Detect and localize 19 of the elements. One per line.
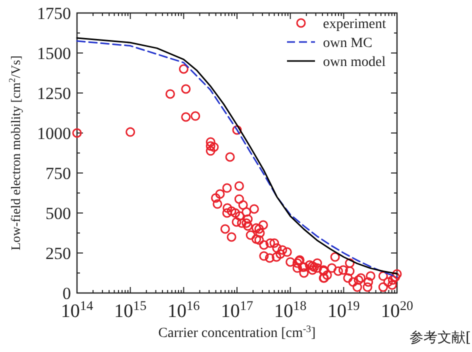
y-tick-label: 250 <box>46 244 71 263</box>
legend-label: own MC <box>323 36 372 51</box>
y-tick-label: 1250 <box>37 84 71 103</box>
y-tick-label: 1500 <box>37 44 71 63</box>
legend-label: own model <box>323 55 386 70</box>
y-tick-label: 1750 <box>37 4 71 23</box>
text: 参考文献[ <box>410 330 471 346</box>
x-tick-label: 10$^{18}$ <box>274 298 307 322</box>
y-tick-label: 750 <box>46 164 71 183</box>
x-tick-label: 10$^{15}$ <box>114 298 147 322</box>
x-tick-label: 10$^{20}$ <box>380 298 414 322</box>
y-tick-label: 0 <box>62 284 71 303</box>
x-tick-label: 10$^{16}$ <box>168 298 200 322</box>
legend-label: experiment <box>323 17 386 32</box>
x-tick-label: 10$^{17}$ <box>220 298 254 322</box>
x-axis-title: Carrier concentration [cm$^{-3}$] <box>158 324 316 341</box>
y-tick-label: 500 <box>46 204 71 223</box>
x-tick-label: 10$^{19}$ <box>328 298 360 322</box>
y-tick-label: 1000 <box>37 124 71 143</box>
